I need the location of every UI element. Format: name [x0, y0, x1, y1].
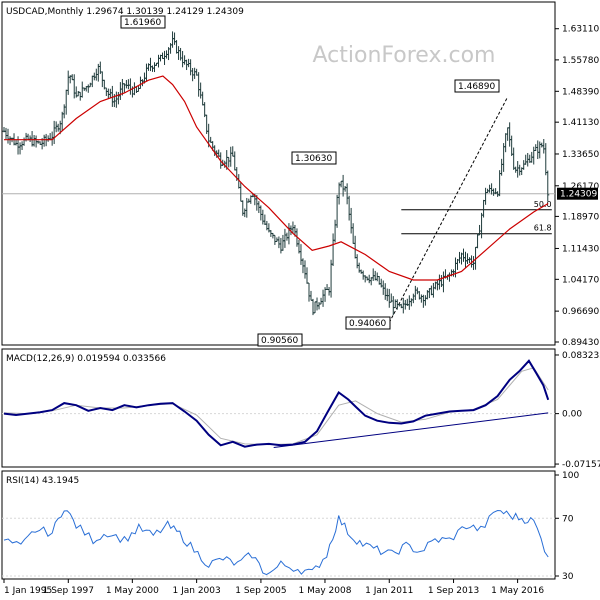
price-y-tick-label: 1.55780: [562, 56, 599, 66]
x-axis-tick-label: 1 May 2016: [491, 586, 544, 596]
rsi-header: RSI(14) 43.1945: [6, 476, 79, 486]
moving-average-line: [4, 75, 549, 281]
macd-y-tick-label: -0.071575: [562, 460, 600, 470]
price-layer: 1.63110 1.55780 1.48390 1.41130 1.33650 1.261…: [2, 15, 599, 348]
x-axis-tick-label: 1 May 2008: [298, 586, 351, 596]
price-label-box: [454, 79, 500, 93]
price-header: USDCAD,Monthly 1.29674 1.30139 1.24129 1…: [6, 7, 244, 17]
macd-line: [3, 359, 550, 448]
price-y-tick-label: 1.26170: [562, 182, 599, 192]
rsi-y-tick-label: 30: [562, 572, 574, 582]
dashed-trend-line: [388, 97, 508, 323]
x-axis-tick-label: 1 Sep 2005: [235, 586, 286, 596]
price-label-box: [120, 15, 166, 29]
price-y-tick-label: 1.11430: [562, 244, 599, 254]
macd-header: MACD(12,26,9) 0.019594 0.033566: [6, 354, 166, 364]
price-label: 0.94060: [349, 319, 386, 329]
price-y-tick-label: 1.33650: [562, 150, 599, 160]
price-label-box: [257, 333, 303, 347]
x-axis-tick-label: 1 Sep 2013: [428, 586, 479, 596]
current-price-label: 1.24309: [560, 190, 597, 200]
price-y-tick-label: 1.41130: [562, 118, 599, 128]
price-label: 1.61960: [124, 18, 161, 28]
x-axis-tick-label: 1 Sep 1997: [43, 586, 94, 596]
price-label: 1.46890: [458, 82, 495, 92]
watermark: ActionForex.com: [313, 43, 496, 68]
price-y-tick-label: 0.96690: [562, 307, 599, 317]
price-label: 0.90560: [261, 336, 298, 346]
fib-label: 61.8: [534, 224, 552, 233]
macd-y-tick-label: 0.00: [562, 410, 582, 420]
macd-panel[interactable]: [1, 348, 556, 468]
macd-layer: 0.083235 0.00 -0.071575: [2, 351, 600, 470]
rsi-layer: 100 70 30: [2, 471, 579, 582]
macd-trendline: [273, 412, 549, 448]
price-y-tick-label: 1.18970: [562, 212, 599, 222]
rsi-y-tick-label: 70: [562, 514, 574, 524]
macd-signal-line: [3, 367, 549, 446]
x-axis-tick-label: 1 Jan 2003: [173, 586, 221, 596]
rsi-y-tick-label: 100: [562, 471, 579, 481]
x-axis-tick-label: 1 Jan 2011: [365, 586, 413, 596]
rsi-panel[interactable]: [1, 470, 556, 580]
price-label: 1.30630: [295, 154, 332, 164]
current-price-box: [557, 187, 598, 200]
price-y-tick-label: 0.89430: [562, 338, 599, 348]
price-label-box: [345, 316, 391, 330]
price-y-tick-label: 1.04170: [562, 275, 599, 285]
price-label-box: [291, 151, 337, 165]
macd-y-tick-label: 0.083235: [562, 351, 600, 361]
fib-label: 50.0: [534, 200, 552, 209]
price-y-tick-label: 1.48390: [562, 87, 599, 97]
price-y-tick-label: 1.63110: [562, 25, 599, 35]
x-axis-tick-label: 1 Jan 1995: [4, 586, 52, 596]
x-axis-tick-label: 1 May 2000: [106, 586, 159, 596]
rsi-line: [3, 509, 549, 576]
